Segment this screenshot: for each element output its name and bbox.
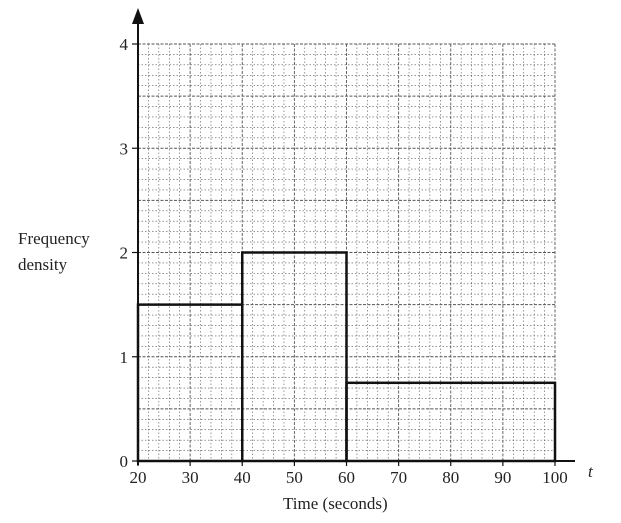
x-tick-label: 50 [286,468,303,487]
y-axis-label: Frequency density [18,229,90,274]
x-tick-label: 100 [542,468,568,487]
y-tick-label: 2 [120,244,129,263]
x-axis-variable: t [588,462,593,481]
y-axis-arrow-icon [132,8,144,24]
y-tick-label: 0 [120,452,129,471]
x-tick-label: 20 [130,468,147,487]
x-tick-label: 60 [338,468,355,487]
x-tick-label: 80 [442,468,459,487]
x-tick-label: 30 [182,468,199,487]
x-tick-label: 70 [390,468,407,487]
axes [132,8,575,465]
y-tick-label: 4 [120,35,129,54]
ticks: 20 30 40 50 60 70 80 90 100 0 1 2 3 4 [120,35,568,487]
x-axis-label: Time (seconds) [283,494,388,513]
y-tick-label: 1 [120,348,129,367]
y-tick-label: 3 [120,139,129,158]
x-tick-label: 40 [234,468,251,487]
x-tick-label: 90 [494,468,511,487]
